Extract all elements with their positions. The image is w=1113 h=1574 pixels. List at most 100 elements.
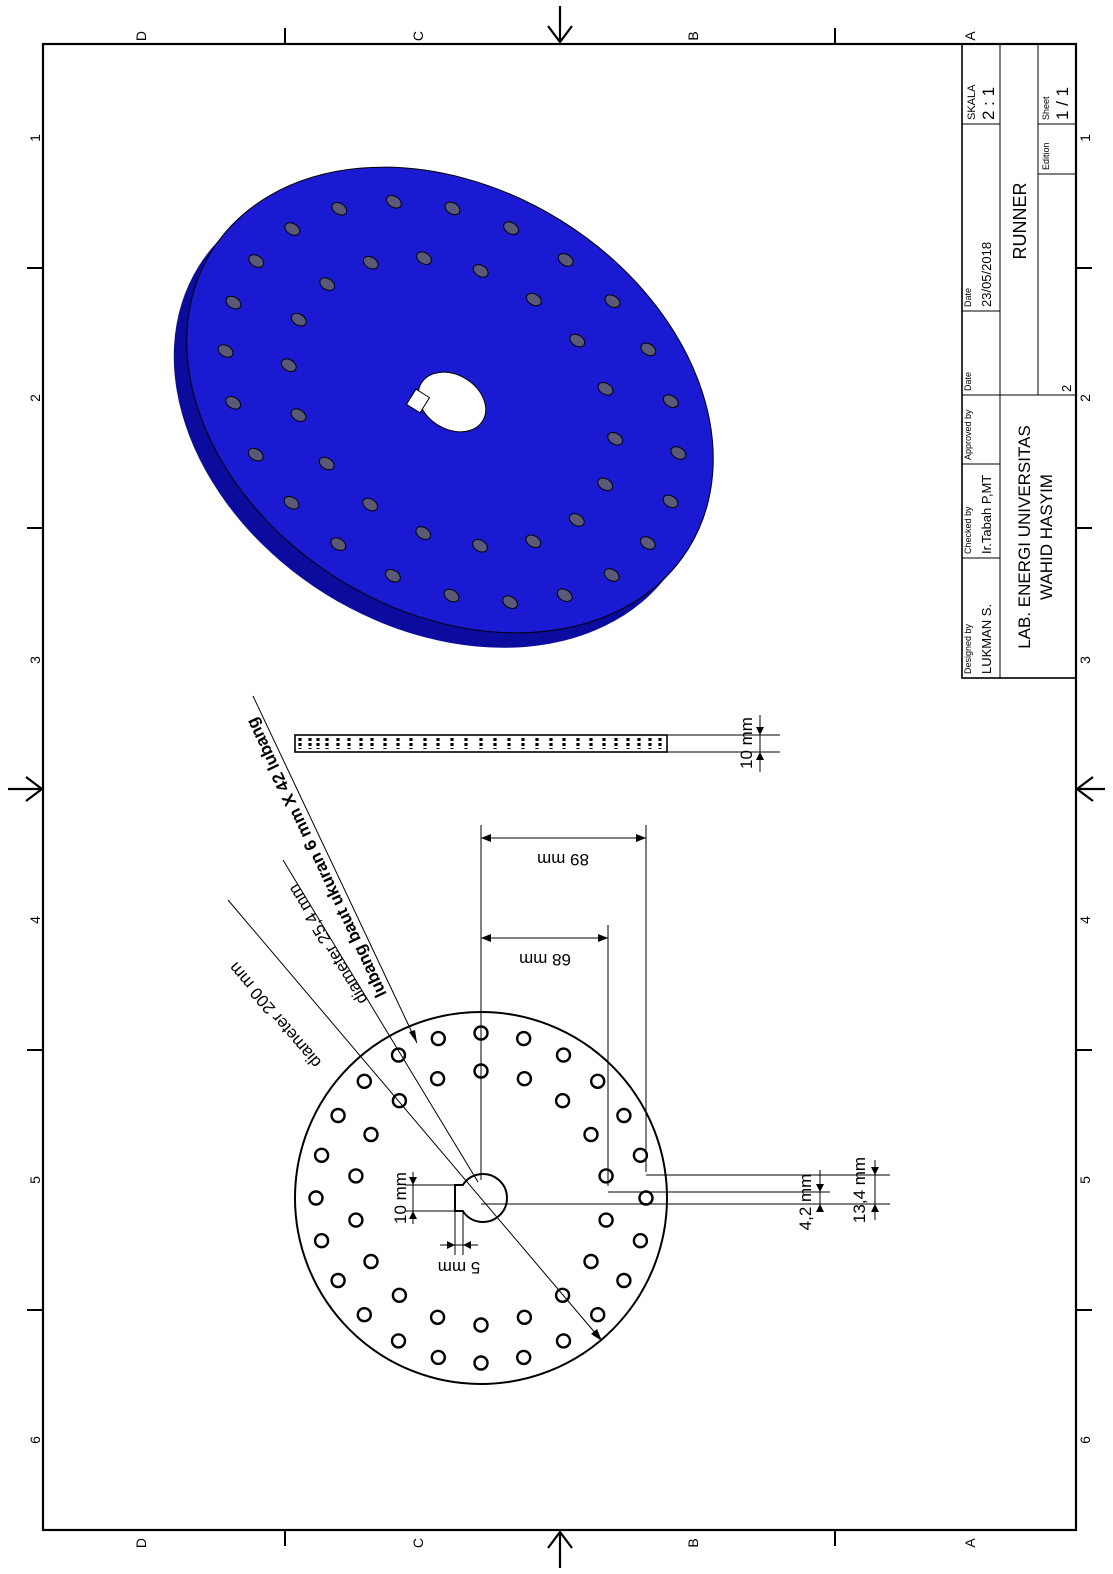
iso-outer-bolt-hole <box>502 595 518 610</box>
inner-ring-bolt-hole <box>554 1287 571 1304</box>
outer-ring-bolt-hole <box>330 1272 346 1289</box>
zone-number-right-4: 4 <box>1077 916 1093 924</box>
iso-inner-bolt-hole <box>362 255 379 270</box>
outer-ring-bolt-hole <box>516 1030 532 1047</box>
value-date-2: 23/05/2018 <box>979 242 994 307</box>
outer-ring-bolt-hole <box>430 1030 446 1047</box>
iso-inner-bolt-hole <box>597 477 614 492</box>
zone-number-right-2: 2 <box>1077 394 1093 402</box>
iso-outer-bolt-hole <box>283 495 300 510</box>
inner-ring-bolt-hole <box>554 1092 571 1109</box>
label-designed-by: Designed by <box>963 623 973 674</box>
iso-outer-bolt-hole <box>444 201 461 216</box>
label-date-2: Date <box>963 288 973 307</box>
outer-ring-bolt-hole <box>390 1047 407 1063</box>
zone-number-right-3: 3 <box>1077 656 1093 664</box>
iso-outer-bolt-hole <box>640 342 657 357</box>
value-designed-by: LUKMAN S. <box>979 604 994 674</box>
inner-ring-bolt-hole <box>363 1253 379 1270</box>
zone-number-left-6: 6 <box>27 1436 43 1444</box>
iso-outer-bolt-hole <box>503 221 519 236</box>
iso-inner-bolt-hole <box>526 292 542 307</box>
outer-ring-bolt-hole <box>516 1349 532 1366</box>
dim-keyway-depth: 5 mm <box>438 1258 481 1277</box>
iso-inner-bolt-hole <box>415 526 432 540</box>
dim-keyway-width: 10 mm <box>391 1172 410 1224</box>
iso-outer-bolt-hole <box>330 537 347 551</box>
inner-ring-bolt-hole <box>429 1309 446 1326</box>
iso-outer-bolt-hole <box>662 394 679 409</box>
iso-inner-bolt-hole <box>280 358 297 373</box>
iso-outer-bolt-hole <box>248 254 265 268</box>
iso-outer-bolt-hole <box>443 588 460 603</box>
zone-letter-top-d: D <box>133 31 149 41</box>
outer-ring-bolt-hole <box>616 1107 632 1124</box>
inner-ring-bolt-hole <box>583 1253 599 1270</box>
zone-letter-bottom-d: D <box>133 1538 149 1548</box>
zone-number-left-4: 4 <box>27 916 43 924</box>
side-view-outline <box>294 734 668 753</box>
iso-outer-bolt-hole <box>217 344 234 358</box>
inner-ring-bolt-hole <box>348 1212 364 1228</box>
outer-ring-bolt-hole <box>638 1190 654 1206</box>
iso-outer-bolt-hole <box>556 588 573 603</box>
iso-outer-bolt-hole <box>557 253 574 267</box>
label-edition: Edition <box>1041 142 1051 170</box>
part-name: RUNNER <box>1010 182 1030 259</box>
zone-number-right-5: 5 <box>1077 1176 1093 1184</box>
dim-thickness: 10 mm <box>737 717 756 769</box>
iso-outer-bolt-hole <box>670 446 687 460</box>
iso-inner-bolt-hole <box>318 456 335 471</box>
iso-outer-bolt-hole <box>225 295 242 310</box>
inner-ring-bolt-hole <box>473 1317 489 1333</box>
inner-ring-bolt-hole <box>391 1092 408 1109</box>
zone-letter-bottom-c: C <box>410 1538 426 1548</box>
iso-outer-bolt-hole <box>386 194 402 209</box>
iso-inner-bolt-hole <box>472 538 488 553</box>
inner-ring-bolt-hole <box>363 1126 379 1143</box>
inner-ring-bolt-hole <box>583 1126 599 1143</box>
inner-ring-bolt-hole <box>516 1070 533 1087</box>
iso-bolt-holes <box>217 194 687 610</box>
zone-number-left-3: 3 <box>27 656 43 664</box>
value-checked-by: Ir.Tabah P,MT <box>979 475 994 554</box>
zone-letter-top-b: B <box>685 31 701 40</box>
iso-outer-bolt-hole <box>284 222 301 236</box>
zone-letter-bottom-a: A <box>962 1538 978 1548</box>
outer-ring-bolt-hole <box>616 1272 632 1289</box>
outer-ring-bolt-hole <box>430 1349 446 1366</box>
dim-hole-spacing-large: 13,4 mm <box>850 1157 869 1223</box>
iso-inner-bolt-hole <box>568 513 585 527</box>
outer-ring-bolt-hole <box>313 1147 330 1164</box>
outer-ring-bolt-hole <box>632 1147 649 1164</box>
iso-outer-bolt-hole <box>639 536 656 550</box>
iso-outer-bolt-hole <box>331 201 348 216</box>
outer-ring-bolt-hole <box>473 1355 489 1371</box>
iso-inner-bolt-hole <box>525 534 542 549</box>
centering-arrows <box>8 6 1105 1568</box>
iso-inner-bolt-hole <box>362 497 378 512</box>
outer-ring-bolt-hole <box>356 1306 372 1323</box>
iso-inner-bolt-hole <box>472 264 489 278</box>
zone-number-left-1: 1 <box>27 134 43 142</box>
organization-line-1: LAB. ENERGI UNIVERSITAS <box>1015 425 1034 649</box>
inner-ring-bolt-hole <box>348 1168 364 1184</box>
label-scale: SKALA <box>966 84 978 120</box>
dim-hole-spacing-small: 4,2 mm <box>796 1174 815 1231</box>
value-scale: 2 : 1 <box>979 87 998 120</box>
outer-ring-bolt-hole <box>632 1232 649 1249</box>
iso-inner-bolt-hole <box>597 381 614 396</box>
label-bolt-holes: lubang baut ukuran 6 mm X 42 lubang <box>242 715 390 1001</box>
inner-ring-bolt-hole <box>516 1309 533 1326</box>
outer-ring-bolt-hole <box>313 1232 330 1249</box>
front-bolt-holes <box>308 1025 654 1371</box>
outer-ring-bolt-hole <box>390 1333 407 1349</box>
dim-outer-ring: 89 mm <box>537 850 589 869</box>
iso-inner-bolt-hole <box>569 333 586 348</box>
outer-ring-bolt-hole <box>590 1073 606 1090</box>
iso-outer-bolt-hole <box>604 294 621 309</box>
zone-number-left-2: 2 <box>27 394 43 402</box>
zone-letter-top-c: C <box>410 31 426 41</box>
iso-inner-bolt-hole <box>416 251 432 266</box>
drawing-number: 2 <box>1059 385 1074 392</box>
